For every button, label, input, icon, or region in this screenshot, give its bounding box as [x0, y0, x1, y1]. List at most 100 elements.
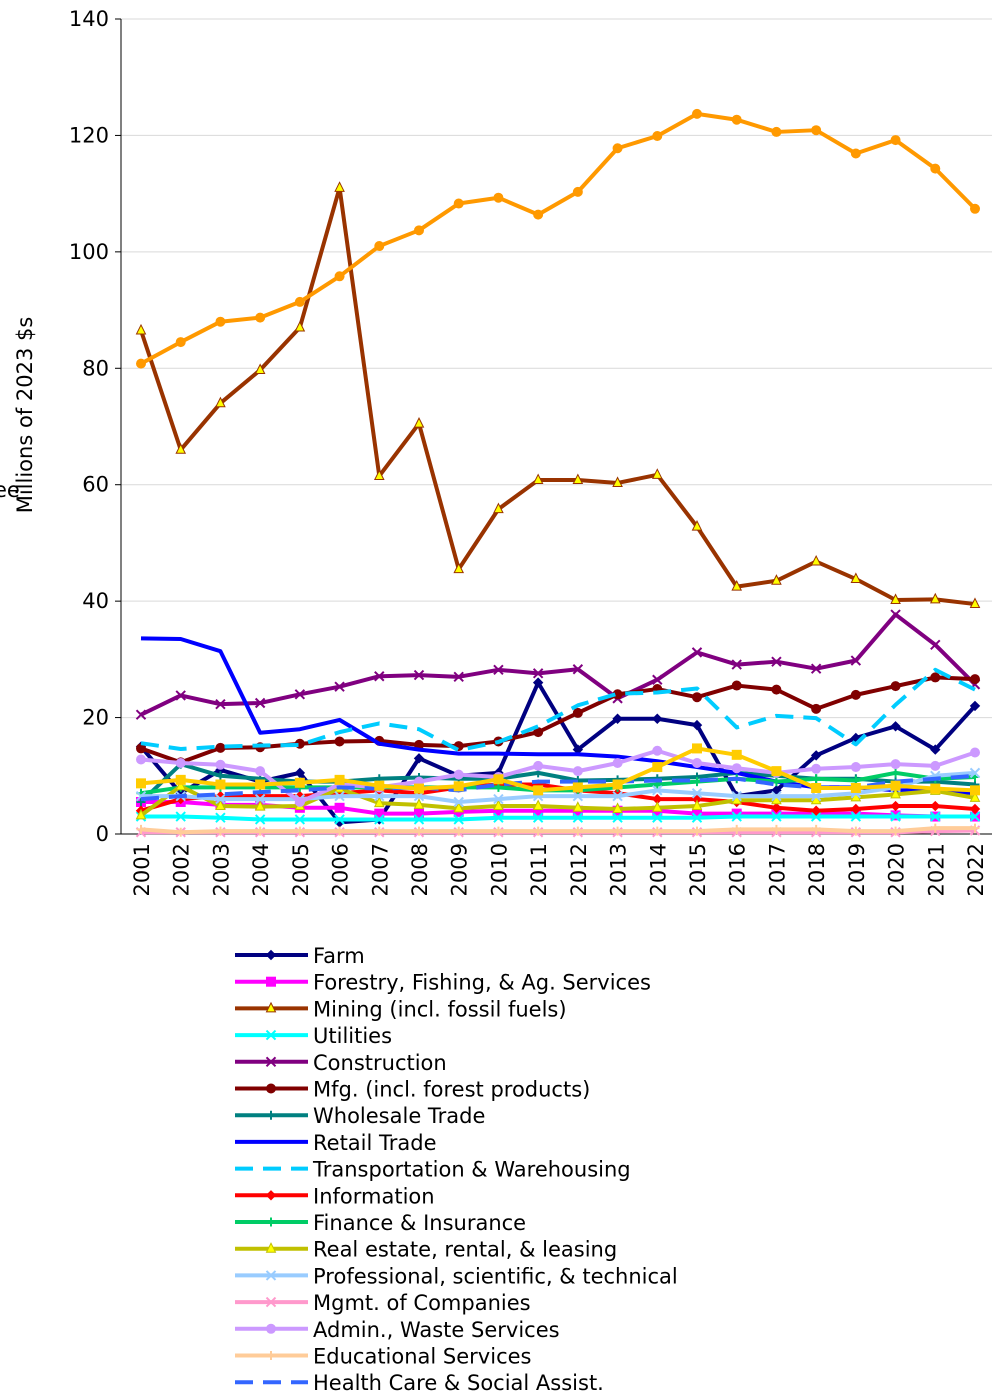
point-marker [294, 814, 306, 825]
point-marker [572, 766, 583, 777]
legend-item: Farm [235, 944, 365, 968]
point-marker [453, 801, 465, 813]
legend-marker [265, 1190, 277, 1201]
point-marker [652, 785, 663, 796]
point-marker [135, 323, 147, 335]
legend-label: Finance & Insurance [313, 1211, 526, 1235]
point-marker [969, 811, 981, 822]
point-marker [215, 771, 225, 781]
point-marker [891, 768, 901, 778]
point-marker [930, 163, 941, 174]
point-marker [732, 824, 742, 834]
point-marker [771, 802, 782, 814]
legend-label: Retail Trade [313, 1131, 437, 1155]
x-tick-label: 2007 [368, 843, 392, 896]
point-marker [969, 767, 981, 779]
point-marker [493, 774, 504, 785]
point-marker [532, 812, 544, 823]
point-marker [572, 473, 584, 485]
point-marker [970, 823, 980, 833]
legend-label: Farm [313, 944, 365, 968]
point-marker [811, 703, 822, 714]
x-tick-label: 2011 [527, 843, 551, 896]
point-marker [890, 609, 901, 620]
point-marker [692, 692, 702, 703]
point-marker [414, 826, 424, 836]
point-marker [532, 473, 544, 485]
series [135, 811, 981, 825]
point-marker [890, 811, 901, 822]
series [135, 609, 981, 720]
point-marker [771, 790, 782, 802]
legend-marker [265, 1296, 277, 1308]
point-marker [572, 707, 583, 718]
point-marker [413, 753, 425, 764]
point-marker [374, 780, 385, 791]
point-marker [374, 826, 384, 836]
x-tick-label: 2002 [170, 843, 194, 896]
point-marker [453, 781, 464, 792]
point-marker [255, 312, 266, 323]
point-marker [414, 783, 424, 794]
point-marker [691, 812, 703, 823]
point-marker [691, 788, 703, 799]
point-marker [334, 181, 345, 192]
legend-marker [266, 1083, 276, 1094]
point-marker [970, 747, 980, 758]
legend-item: Health Care & Social Assist. [235, 1371, 604, 1393]
legend-item: Educational Services [235, 1345, 531, 1369]
point-marker [294, 777, 305, 788]
point-marker [612, 802, 623, 813]
point-marker [135, 709, 147, 720]
legend-item: Wholesale Trade [235, 1104, 485, 1128]
legend-marker [265, 1270, 277, 1281]
point-marker [850, 655, 862, 666]
point-marker [255, 779, 266, 790]
point-marker [215, 759, 226, 770]
point-marker [613, 826, 623, 836]
point-marker [890, 780, 901, 791]
point-marker [850, 689, 861, 700]
point-marker [493, 812, 504, 823]
point-marker [771, 684, 782, 695]
point-marker [254, 363, 266, 375]
legend-marker [265, 949, 277, 961]
line [141, 770, 976, 804]
point-marker [612, 476, 623, 487]
point-marker [930, 744, 941, 755]
point-marker [969, 700, 981, 712]
point-marker [532, 677, 544, 688]
legend-item: Mfg. (incl. forest products) [235, 1078, 590, 1102]
x-tick-label: 2010 [487, 843, 511, 896]
point-marker [374, 790, 385, 802]
line [139, 784, 976, 817]
point-marker [175, 690, 186, 701]
y-tick-label: 40 [82, 589, 109, 613]
legend-marker [266, 1110, 276, 1120]
point-marker [692, 108, 702, 119]
legend-item: Mining (incl. fossil fuels) [235, 997, 567, 1021]
point-marker [929, 592, 941, 604]
point-marker [850, 762, 861, 773]
point-marker [215, 779, 226, 790]
point-marker [334, 790, 345, 802]
line [141, 814, 975, 822]
legend-item: Professional, scientific, & technical [235, 1264, 678, 1288]
legend-marker [265, 1056, 277, 1068]
point-marker [890, 787, 901, 799]
point-marker [771, 656, 782, 667]
point-marker [175, 443, 187, 454]
point-marker [255, 826, 265, 836]
legend-label: Information [313, 1184, 435, 1208]
point-marker [771, 811, 782, 822]
point-marker [810, 554, 822, 566]
point-marker [652, 745, 663, 756]
legend-label: Admin., Waste Services [313, 1318, 560, 1342]
point-marker [930, 783, 941, 794]
point-marker [651, 801, 663, 812]
x-tick-label: 2017 [765, 843, 789, 896]
point-marker [572, 186, 583, 197]
x-tick-label: 2014 [646, 843, 670, 896]
legend-label: Utilities [313, 1024, 392, 1048]
point-marker [612, 779, 623, 790]
